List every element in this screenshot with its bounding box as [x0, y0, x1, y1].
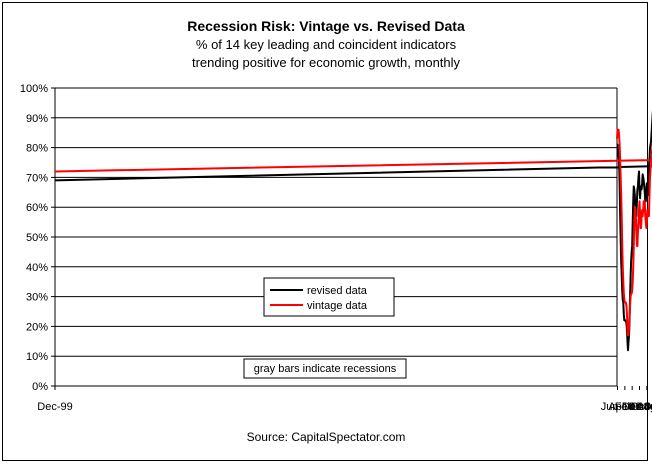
x-tick-label: Oct-05 [630, 401, 652, 413]
x-tick-label: Jun-10 [601, 401, 635, 413]
y-tick-label: 60% [26, 202, 48, 214]
x-tick-label: Apr-09 [608, 401, 641, 413]
x-tick-label: Jun-03 [645, 401, 652, 413]
chart-frame [2, 2, 648, 461]
x-tick-label: Dec-06 [622, 401, 652, 413]
legend-box [263, 277, 395, 317]
y-tick-label: 0% [32, 381, 48, 393]
chart-source: Source: CapitalSpectator.com [246, 430, 406, 444]
recession-annotation: gray bars indicate recessions [254, 363, 397, 375]
legend-label: vintage data [307, 300, 368, 312]
y-tick-label: 100% [20, 83, 48, 95]
chart-title: Recession Risk: Vintage vs. Revised Data [187, 18, 465, 34]
y-tick-label: 50% [26, 232, 48, 244]
x-tick-label: Dec-99 [37, 401, 72, 413]
y-tick-label: 70% [26, 172, 48, 184]
legend-label: revised data [307, 285, 368, 297]
annotation-box [243, 358, 407, 379]
chart-subtitle-line-2: trending positive for economic growth, m… [191, 55, 461, 70]
chart-subtitle-line-1: % of 14 key leading and coincident indic… [195, 37, 457, 52]
x-tick-label: Aug-04 [636, 401, 652, 413]
y-tick-label: 10% [26, 351, 48, 363]
y-tick-label: 30% [26, 292, 48, 304]
x-tick-label: Feb-08 [615, 401, 650, 413]
series-line-vintage-data [54, 128, 652, 337]
y-tick-label: 20% [26, 321, 48, 333]
y-tick-label: 40% [26, 262, 48, 274]
series-line-revised-data [54, 110, 652, 352]
y-tick-label: 80% [26, 143, 48, 155]
y-tick-label: 90% [26, 113, 48, 125]
